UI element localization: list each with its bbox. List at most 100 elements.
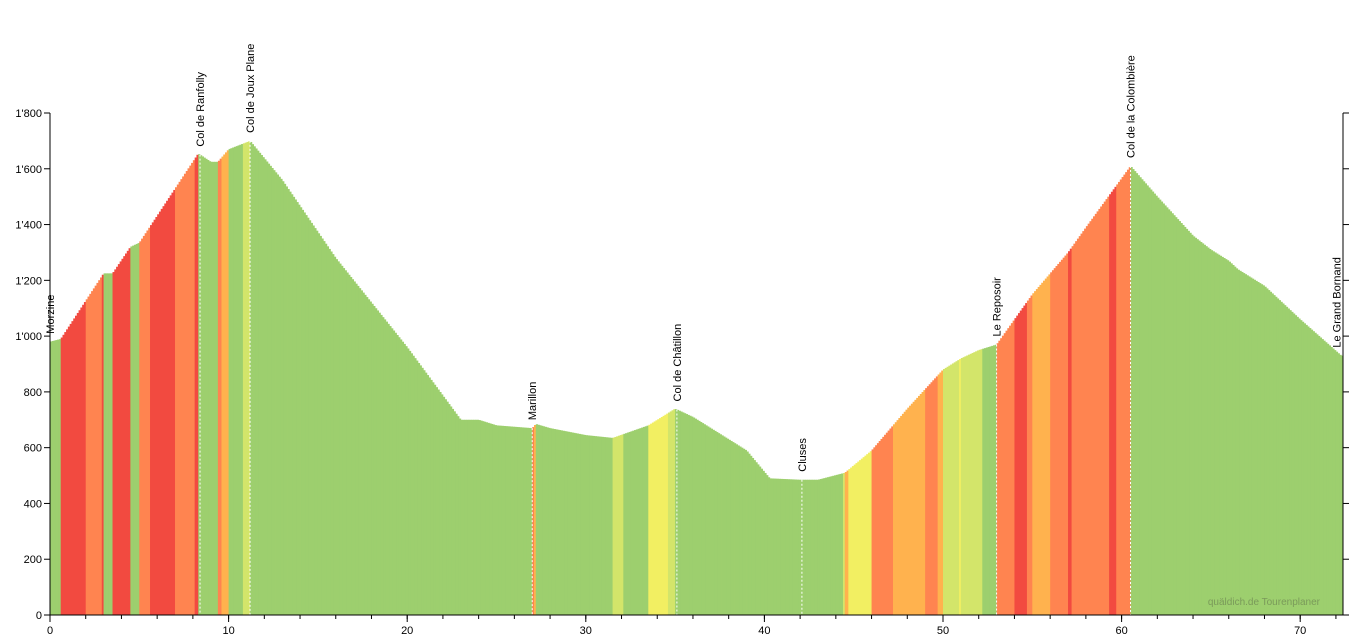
profile-bar bbox=[1175, 217, 1178, 616]
profile-bar bbox=[785, 479, 789, 615]
profile-bar bbox=[1269, 291, 1273, 615]
profile-bar bbox=[310, 222, 313, 615]
profile-bar bbox=[1150, 189, 1153, 615]
profile-bar bbox=[796, 479, 799, 615]
y-tick-label: 200 bbox=[24, 554, 42, 566]
profile-bar bbox=[235, 146, 238, 615]
profile-bar bbox=[912, 401, 915, 615]
profile-bar bbox=[617, 435, 621, 615]
profile-bar bbox=[333, 256, 337, 615]
profile-bar bbox=[857, 461, 860, 615]
profile-bar bbox=[1073, 243, 1076, 615]
profile-bar bbox=[1262, 285, 1265, 615]
profile-bar bbox=[591, 435, 594, 615]
profile-bar bbox=[1141, 179, 1144, 615]
profile-bar bbox=[594, 436, 597, 615]
profile-bar bbox=[587, 435, 590, 615]
profile-bar bbox=[1132, 169, 1135, 615]
profile-bar bbox=[873, 447, 876, 615]
profile-bar bbox=[1025, 303, 1028, 615]
profile-bar bbox=[1094, 213, 1097, 615]
profile-bar bbox=[773, 478, 776, 615]
profile-bar bbox=[1012, 320, 1015, 615]
profile-bar bbox=[1282, 303, 1285, 615]
profile-bar bbox=[66, 329, 69, 615]
profile-bar bbox=[1234, 266, 1237, 615]
profile-bar bbox=[355, 283, 358, 615]
profile-bar bbox=[421, 367, 424, 615]
profile-bar bbox=[1200, 241, 1203, 616]
profile-bar bbox=[751, 457, 755, 615]
profile-bar bbox=[657, 419, 660, 615]
profile-bar bbox=[100, 277, 103, 615]
profile-bar bbox=[1162, 203, 1165, 615]
profile-bar bbox=[537, 424, 540, 615]
profile-bar bbox=[892, 424, 896, 615]
profile-bar bbox=[991, 345, 994, 615]
profile-bar bbox=[301, 209, 305, 615]
profile-bar bbox=[626, 432, 630, 615]
profile-bar bbox=[305, 215, 308, 615]
profile-bar bbox=[801, 479, 805, 615]
profile-bar bbox=[267, 163, 271, 615]
profile-bar bbox=[271, 168, 274, 615]
profile-bar bbox=[371, 303, 374, 615]
profile-bar bbox=[439, 391, 442, 615]
profile-bar bbox=[592, 435, 596, 615]
profile-bar bbox=[598, 436, 601, 615]
y-tick-label: 1'400 bbox=[15, 220, 42, 232]
profile-bar bbox=[705, 425, 708, 615]
profile-bar bbox=[676, 409, 680, 615]
profile-bar bbox=[887, 430, 890, 615]
profile-bar bbox=[326, 246, 330, 615]
x-tick-label: 40 bbox=[758, 625, 770, 636]
profile-bar bbox=[1121, 177, 1124, 615]
profile-bar bbox=[567, 431, 571, 615]
profile-bar bbox=[530, 428, 533, 615]
profile-bar bbox=[834, 475, 837, 615]
profile-bar bbox=[410, 353, 413, 615]
profile-bar bbox=[321, 238, 324, 615]
profile-bar bbox=[489, 423, 492, 615]
profile-bar bbox=[830, 476, 833, 615]
profile-bar bbox=[825, 477, 828, 615]
profile-bar bbox=[405, 346, 408, 615]
profile-bar bbox=[350, 276, 353, 615]
profile-bar bbox=[328, 248, 331, 615]
profile-bar bbox=[250, 141, 253, 615]
profile-bar bbox=[609, 437, 612, 615]
profile-bar bbox=[426, 375, 430, 615]
profile-bar bbox=[257, 150, 260, 615]
profile-bar bbox=[451, 408, 455, 615]
profile-bar bbox=[962, 357, 965, 615]
profile-bar bbox=[821, 478, 824, 615]
profile-bar bbox=[1189, 232, 1192, 615]
profile-bar bbox=[342, 268, 346, 615]
profile-bar bbox=[778, 478, 781, 615]
y-tick-label: 400 bbox=[24, 498, 42, 510]
profile-bar bbox=[142, 235, 146, 616]
profile-bar bbox=[491, 423, 494, 615]
profile-bar bbox=[1146, 185, 1149, 616]
profile-bar bbox=[509, 426, 512, 615]
profile-bar bbox=[96, 282, 99, 615]
profile-bar bbox=[150, 225, 153, 615]
profile-bar bbox=[194, 157, 197, 615]
profile-bar bbox=[116, 266, 119, 615]
profile-bar bbox=[228, 148, 231, 615]
profile-bar bbox=[446, 401, 449, 615]
profile-bar bbox=[132, 245, 135, 616]
profile-bar bbox=[107, 273, 110, 615]
profile-bar bbox=[69, 323, 72, 615]
profile-bar bbox=[207, 160, 210, 615]
profile-bar bbox=[319, 235, 322, 615]
profile-bar bbox=[1087, 223, 1090, 615]
profile-bar bbox=[201, 156, 204, 615]
profile-bar bbox=[932, 380, 935, 615]
profile-bar bbox=[507, 426, 510, 615]
profile-bar bbox=[303, 212, 306, 615]
profile-bar bbox=[1048, 274, 1051, 615]
profile-bar bbox=[448, 404, 451, 615]
profile-bar bbox=[744, 449, 747, 615]
profile-bar bbox=[1193, 236, 1196, 615]
